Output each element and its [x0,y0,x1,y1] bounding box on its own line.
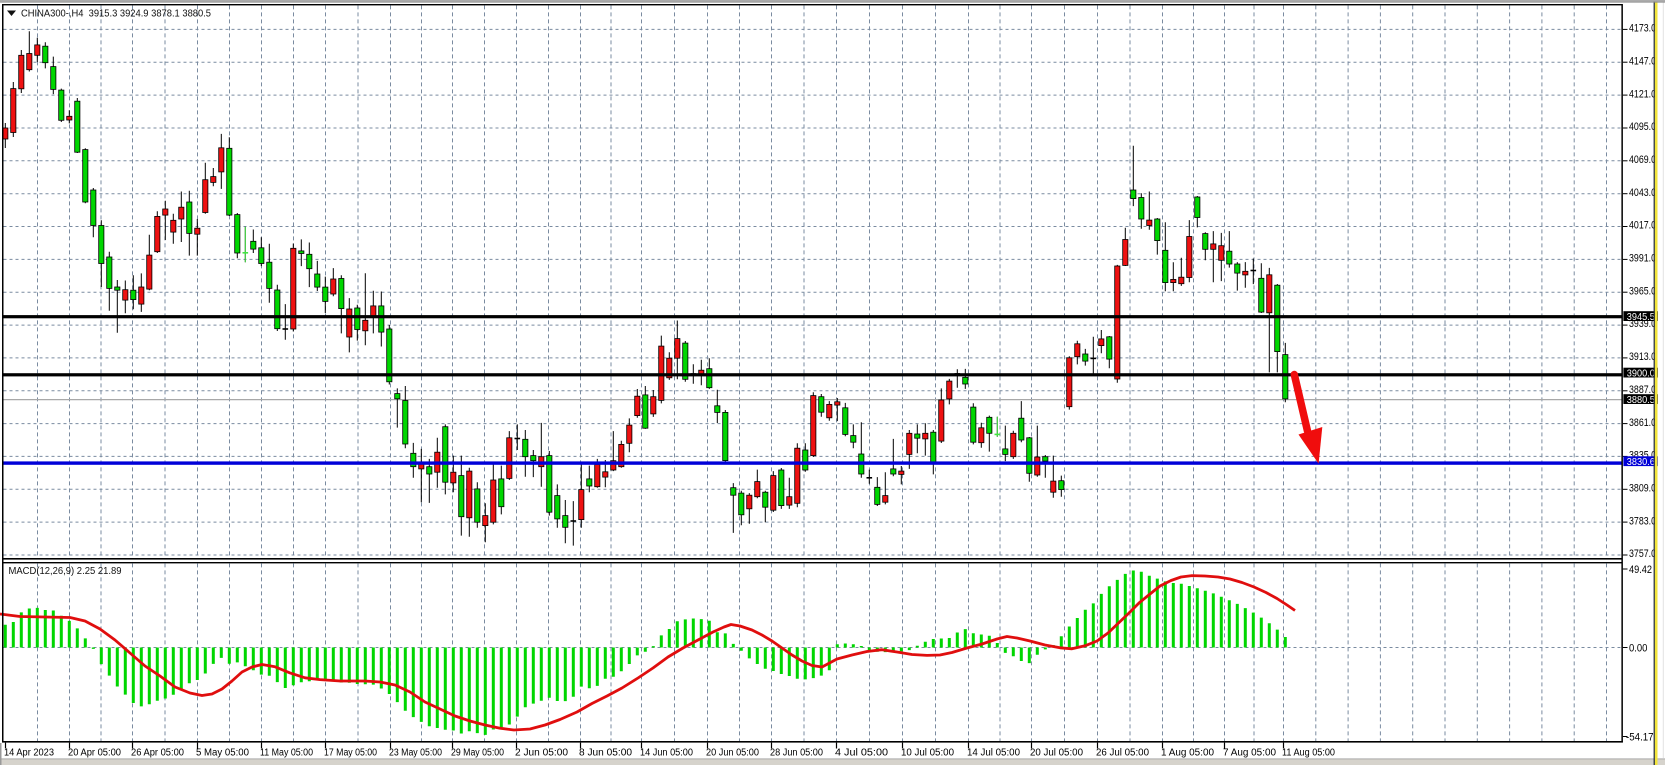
svg-text:5 May 05:00: 5 May 05:00 [196,748,249,759]
svg-text:4017.0: 4017.0 [1629,220,1656,232]
svg-text:49.42: 49.42 [1629,564,1652,576]
svg-text:20 Jul 05:00: 20 Jul 05:00 [1030,748,1083,759]
svg-text:4095.0: 4095.0 [1629,121,1656,133]
svg-text:3757.0: 3757.0 [1629,548,1656,560]
svg-text:26 Jul 05:00: 26 Jul 05:00 [1096,748,1149,759]
svg-text:0.00: 0.00 [1629,642,1647,654]
svg-text:3880.5: 3880.5 [1627,395,1655,406]
svg-text:4147.0: 4147.0 [1629,56,1656,68]
svg-text:20 Jun 05:00: 20 Jun 05:00 [706,748,759,759]
svg-text:3913.0: 3913.0 [1629,351,1656,363]
svg-text:3783.0: 3783.0 [1629,515,1656,527]
svg-text:3991.0: 3991.0 [1629,253,1656,265]
svg-text:1 Aug 05:00: 1 Aug 05:00 [1161,748,1214,759]
svg-text:3965.0: 3965.0 [1629,285,1656,297]
svg-text:3809.0: 3809.0 [1629,483,1656,495]
svg-text:14 Jun 05:00: 14 Jun 05:00 [640,748,693,759]
svg-text:26 Apr 05:00: 26 Apr 05:00 [131,748,184,759]
svg-text:14 Apr 2023: 14 Apr 2023 [4,748,54,759]
svg-text:4 Jul 05:00: 4 Jul 05:00 [835,748,888,759]
svg-text:4069.0: 4069.0 [1629,154,1656,166]
svg-text:14 Jul 05:00: 14 Jul 05:00 [967,748,1020,759]
svg-text:17 May 05:00: 17 May 05:00 [324,748,377,759]
svg-text:10 Jul 05:00: 10 Jul 05:00 [901,748,954,759]
svg-text:4043.0: 4043.0 [1629,187,1656,199]
svg-text:4121.0: 4121.0 [1629,88,1656,100]
svg-text:8 Jun 05:00: 8 Jun 05:00 [579,748,632,759]
svg-text:28 Jun 05:00: 28 Jun 05:00 [770,748,823,759]
svg-text:3887.0: 3887.0 [1629,384,1656,396]
svg-text:3945.5: 3945.5 [1627,312,1655,323]
svg-text:11 Aug 05:00: 11 Aug 05:00 [1282,748,1335,759]
svg-text:3900.0: 3900.0 [1627,368,1655,379]
svg-text:3939.0: 3939.0 [1629,318,1656,330]
svg-text:3861.0: 3861.0 [1629,417,1656,429]
svg-text:-54.17: -54.17 [1626,731,1654,743]
svg-text:29 May 05:00: 29 May 05:00 [451,748,504,759]
svg-text:CHINA300-,H4 3915.3 3924.9 38: CHINA300-,H4 3915.3 3924.9 3878.1 3880.5 [21,8,211,19]
svg-text:23 May 05:00: 23 May 05:00 [389,748,442,759]
svg-text:4173.0: 4173.0 [1629,23,1656,35]
svg-text:3830.6: 3830.6 [1627,457,1655,468]
svg-text:MACD(12,26,9) 2.25 21.89: MACD(12,26,9) 2.25 21.89 [9,566,122,577]
svg-text:7 Aug 05:00: 7 Aug 05:00 [1223,748,1276,759]
svg-text:2 Jun 05:00: 2 Jun 05:00 [515,748,568,759]
svg-text:20 Apr 05:00: 20 Apr 05:00 [68,748,121,759]
svg-text:11 May 05:00: 11 May 05:00 [260,748,313,759]
